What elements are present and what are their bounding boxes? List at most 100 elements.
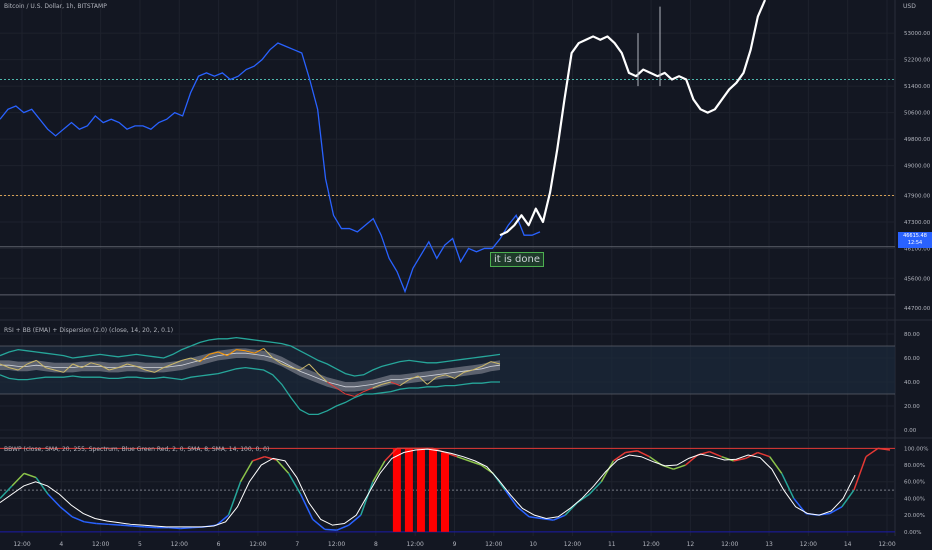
bbwp-segment [59, 506, 73, 518]
rsi-segment [345, 393, 355, 397]
bbwp-segment [96, 522, 109, 526]
rsi-segment [417, 375, 428, 385]
bbwp-segment [625, 450, 638, 454]
bbwp-segment [35, 477, 49, 495]
rsi-segment [99, 364, 110, 371]
bbwp-segment [11, 472, 25, 487]
y-tick-label: 44700.00 [904, 306, 931, 312]
y-tick-label: 100.00% [904, 446, 928, 452]
y-tick-label: 0.00% [904, 530, 921, 536]
y-tick-label: 20.00% [904, 513, 925, 519]
rsi-segment [190, 357, 201, 363]
bbwp-segment [552, 514, 566, 521]
rsi-segment [236, 349, 246, 352]
rsi-segment [72, 363, 83, 369]
rsi-segment [290, 367, 301, 371]
bbwp-segment [360, 481, 374, 516]
rsi-segment [481, 361, 492, 367]
y-tick-label: 60.00% [904, 480, 925, 486]
rsi-segment [426, 376, 437, 385]
rsi-segment [163, 363, 173, 369]
rsi-segment [281, 363, 292, 369]
rsi-segment [299, 363, 310, 371]
bbwp-segment [877, 447, 891, 451]
x-tick-label: 8 [374, 541, 378, 548]
x-tick-label: 12:00 [721, 541, 738, 548]
bbwp-segment [600, 460, 615, 483]
bbwp-segment [299, 493, 314, 520]
bb-lower [0, 366, 500, 416]
x-tick-label: 12:00 [564, 541, 581, 548]
bbwp-segment [276, 459, 290, 474]
y-tick-label: 80.00% [904, 463, 925, 469]
rsi-segment [381, 381, 392, 385]
bbwp-segment [529, 516, 542, 520]
x-tick-label: 12:00 [878, 541, 895, 548]
x-tick-label: 12:00 [328, 541, 345, 548]
bbwp-segment [781, 473, 795, 499]
rsi-segment [0, 363, 10, 369]
bbwp-segment [504, 489, 518, 508]
x-tick-label: 12 [687, 541, 695, 548]
rsi-segment [117, 363, 128, 369]
bbwp-segment [841, 489, 855, 508]
x-tick-label: 12:00 [92, 541, 109, 548]
bbwp-segment [468, 460, 482, 466]
panel-price: 53000.00 52200.00 51400.00 50600.00 49800.00… [0, 0, 931, 312]
rsi-segment [245, 350, 255, 354]
rsi-segment [108, 367, 119, 371]
bbwp-segment [168, 526, 181, 530]
rsi-segment [445, 374, 455, 379]
x-tick-label: 5 [138, 541, 142, 548]
x-tick-label: 12:00 [485, 541, 502, 548]
x-tick-label: 7 [295, 541, 299, 548]
rsi-segment [326, 381, 337, 389]
bbwp-segment [541, 517, 554, 521]
y-tick-label: 40.00% [904, 496, 925, 502]
y-tick-label: 52200.00 [904, 58, 931, 64]
bbwp-segment [444, 451, 458, 458]
rsi-segment [217, 351, 228, 357]
rsi-segment [136, 365, 146, 371]
rsi-segment [36, 360, 46, 368]
x-tick-label: 13 [765, 541, 773, 548]
rsi-segment [45, 367, 55, 371]
hand-drawn-projection [499, 0, 767, 237]
y-tick-label: 49000.00 [904, 164, 931, 170]
bbwp-segment [71, 516, 85, 523]
price-tag: 46615.48 12:54 [898, 232, 932, 248]
bbwp-extreme-bar [428, 448, 437, 532]
x-tick-label: 12:00 [13, 541, 30, 548]
bbwp-extreme-bar [392, 448, 401, 532]
bbwp-segment [709, 450, 722, 458]
rsi-segment [263, 348, 274, 359]
bbwp-segment [23, 472, 37, 479]
annotation-label[interactable]: it is done [490, 252, 545, 267]
rsi-segment [436, 374, 446, 378]
bbwp-segment [252, 455, 265, 462]
bbwp-segment [733, 457, 746, 462]
bbwp-segment [180, 526, 193, 530]
bbwp-segment [588, 481, 602, 495]
rsi-segment [226, 349, 237, 357]
x-tick-label: 10 [529, 541, 537, 548]
rsi-segment [90, 362, 101, 366]
bbwp-segment [384, 447, 398, 462]
rsi-segment [27, 359, 37, 365]
bbwp-segment [47, 493, 61, 508]
bbwp-segment [336, 524, 350, 531]
rsi-segment [208, 351, 219, 355]
rsi-segment [454, 371, 464, 379]
rsi-segment [8, 367, 19, 371]
bbwp-segment [216, 514, 229, 526]
rsi-segment [17, 363, 28, 371]
rsi-segment [81, 362, 92, 369]
bbwp-extreme-bar [416, 448, 425, 532]
rsi-segment [317, 373, 328, 383]
y-tick-label: 47300.00 [904, 220, 931, 226]
x-tick-label: 12:00 [800, 541, 817, 548]
rsi-segment [408, 375, 419, 381]
bbwp-ma [0, 448, 856, 528]
bbwp-segment [264, 455, 277, 461]
